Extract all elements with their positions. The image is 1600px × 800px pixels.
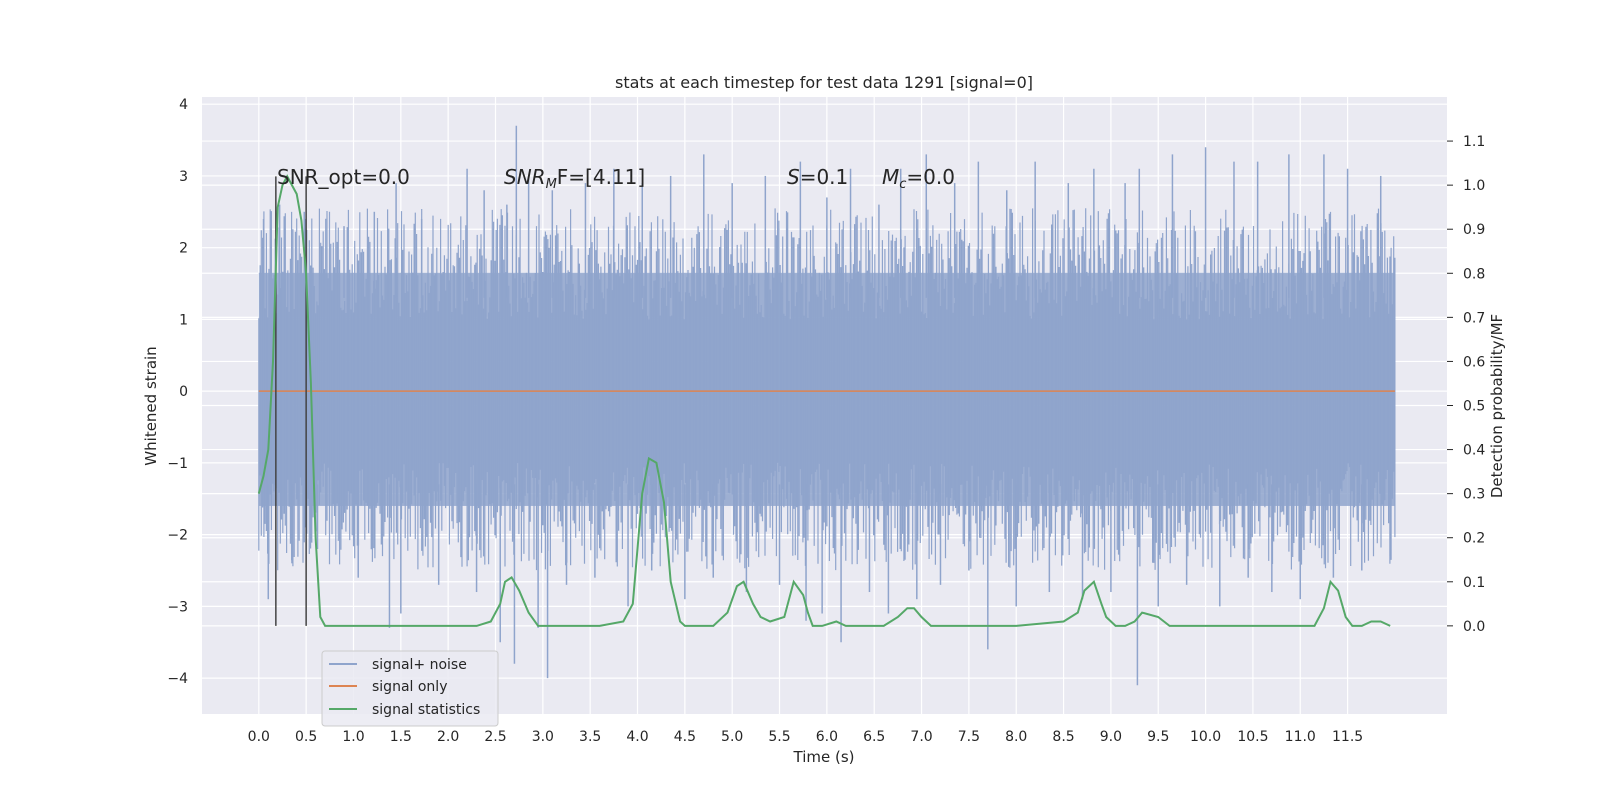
annotation-s: S=0.1 — [787, 165, 848, 189]
legend-label-signal-noise: signal+ noise — [372, 657, 467, 673]
x-tick-label: 1.0 — [342, 729, 364, 745]
x-tick-label: 5.0 — [721, 729, 743, 745]
x-tick-label: 2.0 — [437, 729, 459, 745]
y-tick-label: 4 — [179, 97, 188, 113]
y-right-tick-label: 0.8 — [1463, 266, 1485, 282]
x-tick-label: 0.5 — [295, 729, 317, 745]
y-tick-label: −2 — [167, 528, 188, 544]
x-tick-label: 8.5 — [1052, 729, 1074, 745]
y-right-tick-label: 0.1 — [1463, 575, 1485, 591]
y-right-tick-label: 0.9 — [1463, 222, 1485, 238]
x-tick-label: 7.0 — [910, 729, 932, 745]
x-tick-label: 3.0 — [532, 729, 554, 745]
x-tick-label: 9.5 — [1147, 729, 1169, 745]
chart-title: stats at each timestep for test data 129… — [615, 73, 1033, 92]
x-tick-label: 8.0 — [1005, 729, 1027, 745]
y-right-tick-label: 0.6 — [1463, 354, 1485, 370]
y-right-axis-label: Detection probability/MF — [1488, 314, 1506, 498]
y-tick-label: 0 — [179, 384, 188, 400]
x-tick-label: 9.0 — [1100, 729, 1122, 745]
y-tick-labels: 4 3 2 1 0 −1 −2 −3 −4 — [167, 97, 188, 687]
y-right-tick-label: 0.7 — [1463, 310, 1485, 326]
x-tick-label: 7.5 — [958, 729, 980, 745]
y-right-tick-label: 1.1 — [1463, 134, 1485, 150]
x-axis-label: Time (s) — [793, 748, 855, 766]
x-tick-label: 11.0 — [1285, 729, 1316, 745]
signal-statistics-series — [257, 174, 1391, 627]
annotation-snr-mf: SNRMF=[4.11] — [504, 165, 645, 192]
y-right-tick-label: 0.4 — [1463, 443, 1485, 459]
x-tick-label: 4.5 — [674, 729, 696, 745]
signal-noise-series — [258, 125, 1396, 686]
y-right-tick-label: 0.5 — [1463, 399, 1485, 415]
x-tick-label: 5.5 — [768, 729, 790, 745]
x-tick-label: 1.5 — [390, 729, 412, 745]
y-right-tick-label: 0.3 — [1463, 487, 1485, 503]
x-tick-label: 6.0 — [816, 729, 838, 745]
x-tick-label: 2.5 — [484, 729, 506, 745]
y-right-tick-label: 1.0 — [1463, 178, 1485, 194]
x-tick-label: 10.5 — [1237, 729, 1268, 745]
y-tick-label: 3 — [179, 169, 188, 185]
y-tick-label: −3 — [167, 599, 188, 615]
x-tick-label: 3.5 — [579, 729, 601, 745]
x-tick-label: 4.0 — [626, 729, 648, 745]
y-tick-label: −1 — [167, 456, 188, 472]
y-right-tick-label: 0.2 — [1463, 531, 1485, 547]
legend-label-signal-only: signal only — [372, 679, 447, 695]
x-tick-label: 10.0 — [1190, 729, 1221, 745]
x-tick-labels: 0.0 0.5 1.0 1.5 2.0 2.5 3.0 3.5 4.0 4.5 5.0 5.5 6.0 6… — [248, 729, 1364, 745]
x-tick-label: 0.0 — [248, 729, 270, 745]
noise-strokes — [258, 208, 1396, 571]
legend-label-signal-statistics: signal statistics — [372, 702, 480, 718]
y-tick-label: 2 — [179, 241, 188, 257]
legend-box — [321, 650, 499, 727]
y-tick-label: 1 — [179, 312, 188, 328]
x-tick-label: 11.5 — [1332, 729, 1363, 745]
y-right-tick-labels: 1.1 1.0 0.9 0.8 0.7 0.6 0.5 0.4 0.3 0.2 0.1 0.0 — [1447, 134, 1485, 635]
legend: signal+ noise signal only signal statist… — [321, 650, 499, 727]
x-tick-label: 6.5 — [863, 729, 885, 745]
y-tick-label: −4 — [167, 671, 188, 687]
y-right-tick-label: 0.0 — [1463, 619, 1485, 635]
y-axis-label: Whitened strain — [142, 346, 160, 465]
annotation-snr-opt: SNR_opt=0.0 — [277, 165, 410, 189]
annotation-mc: Mc=0.0 — [882, 165, 955, 192]
